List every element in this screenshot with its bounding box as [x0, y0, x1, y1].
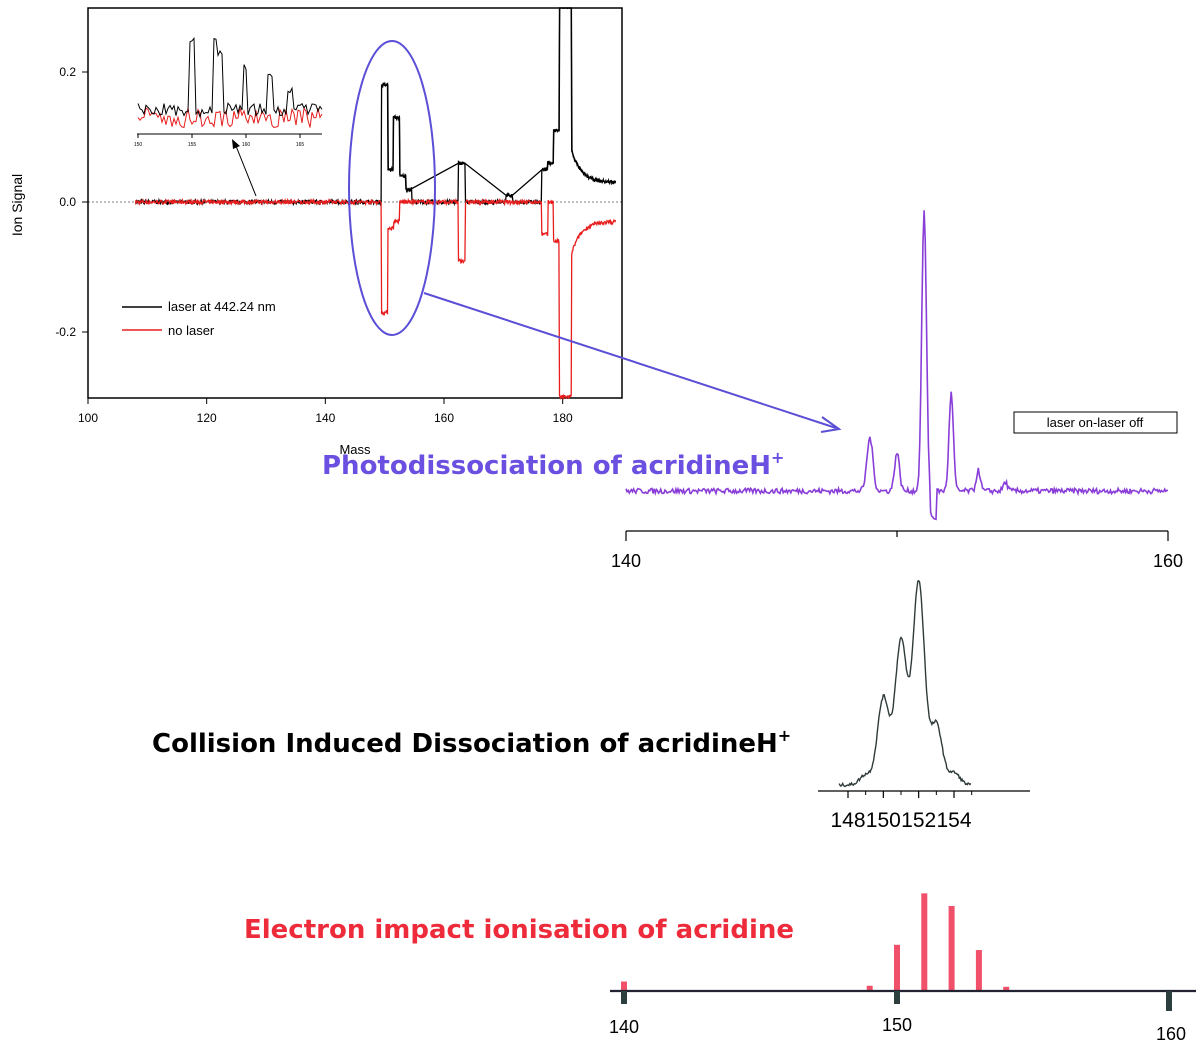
- cid-tick-label: 148: [830, 809, 865, 832]
- main-x-tick-label: 120: [197, 411, 217, 425]
- legend-label-laser: laser at 442.24 nm: [168, 299, 276, 314]
- photo-legend-label: laser on-laser off: [1047, 415, 1144, 430]
- series-no-laser-line: [134, 197, 617, 401]
- main-plot: 100 120 140 160 180 0.2 0.0 -0.2 Ion Signal Ma…: [9, 7, 623, 457]
- inset-tick-label: 150: [134, 142, 143, 148]
- inset-tick-label: 165: [296, 142, 305, 148]
- ei-title: Electron impact ionisation of acridine: [244, 915, 794, 945]
- main-x-tick-label: 100: [78, 411, 98, 425]
- inset-x-ticks: 150 155 160 165: [134, 134, 305, 148]
- series-laser-overlay: [381, 7, 616, 197]
- ei-tick-mark-140: [621, 991, 627, 1004]
- ei-bar: [621, 981, 627, 991]
- zoom-arrow-head: [820, 416, 842, 433]
- main-x-ticks: 100 120 140 160 180: [78, 398, 573, 425]
- photo-legend-box: [1013, 411, 1178, 434]
- main-x-axis-label: Mass: [339, 442, 371, 457]
- cid-tick-label: 152: [901, 809, 936, 832]
- inset-no-laser-line: [137, 106, 323, 129]
- ei-bars: [621, 893, 1010, 991]
- inset-plot: 150 155 160 165: [134, 37, 323, 197]
- ei-bar: [921, 893, 928, 991]
- ei-bar: [975, 950, 982, 991]
- cid-panel: Collision Induced Dissociation of acridi…: [152, 579, 1030, 832]
- ei-panel: Electron impact ionisation of acridine 1…: [244, 893, 1196, 1044]
- main-legend: laser at 442.24 nm no laser: [122, 299, 276, 338]
- cid-tick-label: 150: [866, 809, 901, 832]
- main-x-tick-label: 140: [315, 411, 335, 425]
- ei-bar: [866, 985, 873, 991]
- main-y-tick-label: 0.0: [59, 195, 76, 209]
- cid-title: Collision Induced Dissociation of acridi…: [152, 726, 791, 759]
- main-y-tick-label: 0.2: [59, 65, 76, 79]
- ei-bar: [948, 905, 955, 991]
- inset-tick-label: 160: [242, 142, 251, 148]
- series-laser-line: [134, 7, 617, 207]
- photo-tick-label-160: 160: [1153, 551, 1183, 571]
- ei-tick-mark-160: [1166, 991, 1172, 1011]
- main-y-ticks: 0.2 0.0 -0.2: [55, 65, 88, 339]
- legend-label-no-laser: no laser: [168, 323, 215, 338]
- main-x-tick-label: 160: [434, 411, 454, 425]
- main-y-axis-label: Ion Signal: [9, 174, 25, 236]
- main-plot-frame: [87, 7, 623, 399]
- inset-pointer-arrowhead: [232, 139, 240, 149]
- cid-tick-label: 154: [936, 809, 971, 832]
- cid-spectrum-line: [838, 579, 972, 788]
- inset-tick-label: 155: [188, 142, 197, 148]
- ei-tick-label-160: 160: [1156, 1024, 1186, 1044]
- main-y-tick-label: -0.2: [55, 325, 76, 339]
- main-x-tick-label: 180: [553, 411, 573, 425]
- photodissociation-panel: Photodissociation of acridineH+ laser on…: [322, 210, 1183, 571]
- inset-pointer-line: [235, 145, 257, 197]
- ei-tick-mark-150: [894, 991, 900, 1004]
- photo-spectrum-line: [625, 210, 1169, 521]
- ei-bar: [894, 944, 900, 991]
- inset-laser-line: [137, 37, 323, 119]
- ei-tick-label-140: 140: [609, 1017, 639, 1037]
- photo-tick-label-140: 140: [611, 551, 641, 571]
- cid-x-ticks: 148 150 152 154: [830, 791, 973, 832]
- zoom-arrow-line: [423, 292, 837, 429]
- zoom-arrow: [423, 292, 842, 433]
- photodissociation-title: Photodissociation of acridineH+: [322, 448, 784, 481]
- highlight-ellipse: [348, 40, 436, 336]
- ei-tick-label-150: 150: [882, 1015, 912, 1035]
- ei-bar: [1003, 986, 1010, 991]
